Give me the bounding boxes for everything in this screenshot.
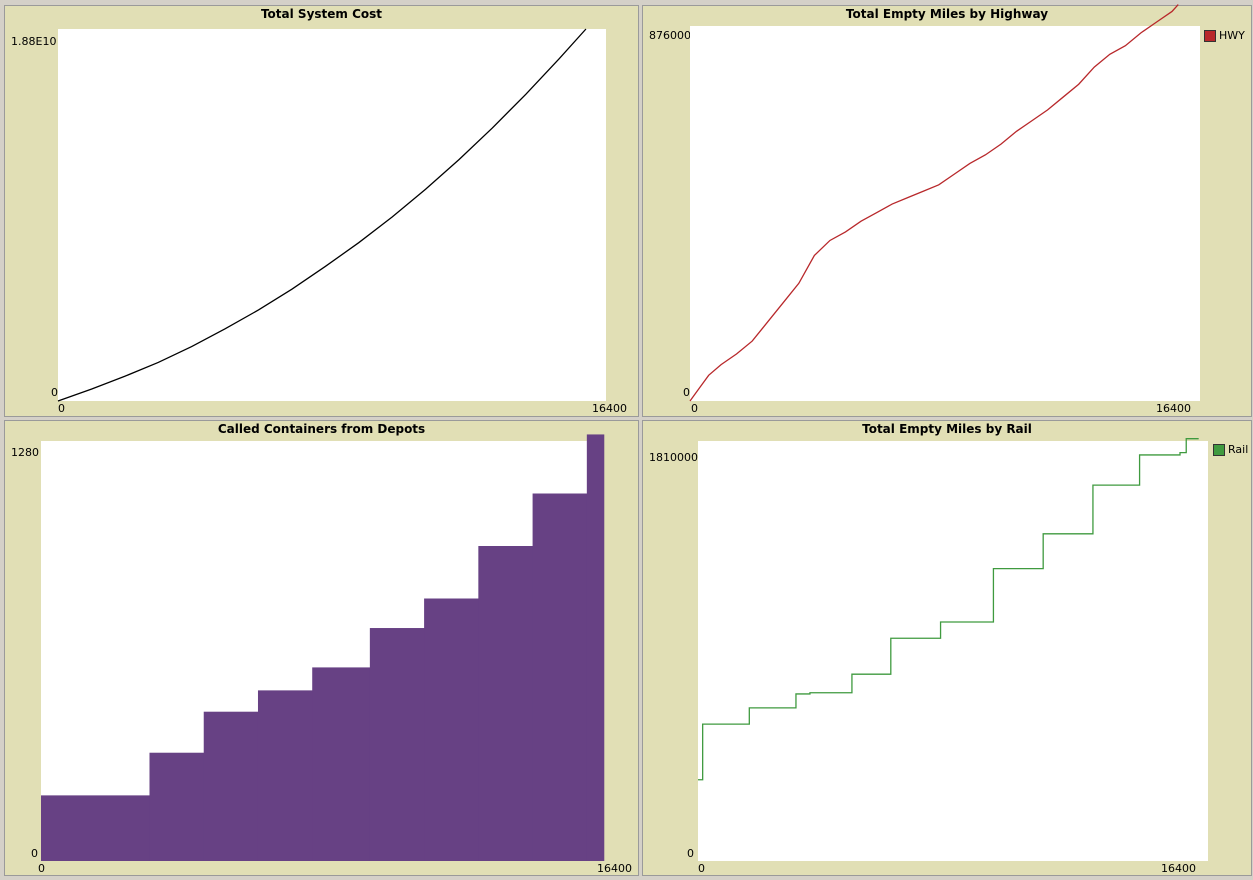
y-max-label: 1810000 <box>649 451 698 464</box>
bar <box>424 598 479 861</box>
x-max-label: 16400 <box>1156 402 1191 415</box>
legend-swatch <box>1213 443 1225 456</box>
bar <box>149 752 205 861</box>
y-max-label: 1280 <box>11 446 39 459</box>
chart-panel-empty-miles-rail: Total Empty Miles by Rail 1810000 0 0 16… <box>642 420 1252 876</box>
bar <box>312 667 371 861</box>
bar <box>257 690 313 861</box>
y-min-label: 0 <box>687 847 694 860</box>
plot-area <box>41 434 605 861</box>
bar <box>41 795 150 861</box>
legend-swatch <box>1204 29 1216 42</box>
y-min-label: 0 <box>683 386 690 399</box>
x-min-label: 0 <box>38 862 45 875</box>
bar <box>203 711 259 861</box>
series-line <box>698 438 1199 781</box>
legend-label: Rail <box>1228 443 1249 456</box>
chart-title: Total System Cost <box>260 7 383 21</box>
bar <box>532 493 588 861</box>
series-line <box>689 4 1179 402</box>
y-max-label: 876000 <box>649 29 691 42</box>
chart-panel-empty-miles-highway: Total Empty Miles by Highway 876000 0 0 … <box>642 4 1252 417</box>
bar <box>369 628 425 861</box>
x-min-label: 0 <box>691 402 698 415</box>
legend: Rail <box>1213 443 1248 456</box>
legend-label: HWY <box>1219 29 1245 42</box>
bar <box>586 434 605 861</box>
plot-area <box>57 28 606 402</box>
x-max-label: 16400 <box>597 862 632 875</box>
y-min-label: 0 <box>31 847 38 860</box>
chart-title: Total Empty Miles by Rail <box>862 422 1032 436</box>
chart-panel-total-system-cost: Total System Cost 1.88E10 0 0 16400 <box>4 5 639 417</box>
plot-area <box>698 438 1208 861</box>
plot-area <box>689 4 1200 402</box>
chart-svg <box>698 438 1199 781</box>
x-max-label: 16400 <box>1161 862 1196 875</box>
chart-panel-called-containers: Called Containers from Depots 1280 0 0 1… <box>4 420 639 876</box>
x-max-label: 16400 <box>592 402 627 415</box>
chart-svg <box>689 4 1179 402</box>
chart-svg <box>41 434 605 861</box>
legend: HWY <box>1204 29 1245 42</box>
y-min-label: 0 <box>51 386 58 399</box>
chart-title: Called Containers from Depots <box>217 422 426 436</box>
y-max-label: 1.88E10 <box>11 35 57 48</box>
chart-svg <box>57 28 587 402</box>
bar <box>478 546 534 861</box>
series-line <box>57 28 587 402</box>
x-min-label: 0 <box>698 862 705 875</box>
chart-title: Total Empty Miles by Highway <box>845 7 1049 21</box>
x-min-label: 0 <box>58 402 65 415</box>
